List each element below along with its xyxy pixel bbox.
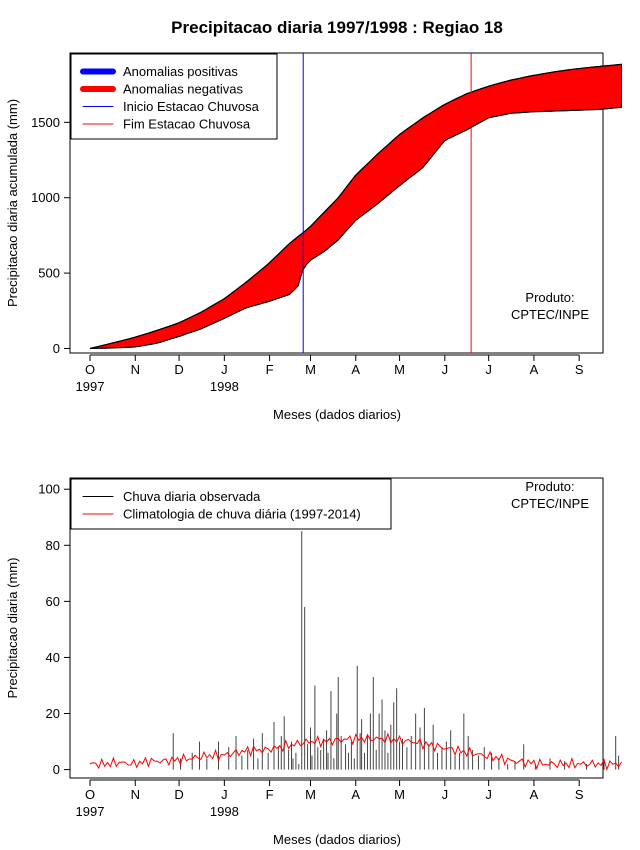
y-tick-label: 0 <box>53 762 60 777</box>
x-year-label: 1998 <box>210 804 239 819</box>
x-tick-label: J <box>442 787 449 802</box>
accumulated-plot-area: 0 500 1000 1500 O N D J F M A M J J A S 1997 1998 Anomalia… <box>31 52 622 394</box>
x-tick-label: M <box>305 362 316 377</box>
x-tick-label: J <box>221 362 228 377</box>
top-product-source: CPTEC/INPE <box>511 307 589 322</box>
bottom-x-axis-label: Meses (dados diarios) <box>273 832 401 847</box>
x-year-label: 1997 <box>76 804 105 819</box>
daily-chart: 0 20 40 60 80 100 O N D J F M A M J J A S 1997 1998 Chuva di… <box>5 477 622 847</box>
legend-label: Chuva diaria observada <box>123 489 261 504</box>
y-tick-label: 60 <box>46 594 60 609</box>
y-tick-label: 100 <box>38 482 60 497</box>
y-tick-label: 20 <box>46 706 60 721</box>
top-y-axis-label: Precipitacao diaria acumulada (mm) <box>5 99 20 307</box>
top-x-axis-label: Meses (dados diarios) <box>273 407 401 422</box>
x-tick-label: M <box>394 787 405 802</box>
y-tick-label: 1500 <box>31 115 60 130</box>
x-tick-label: J <box>221 787 228 802</box>
bottom-y-axis-label: Precipitacao diaria (mm) <box>5 558 20 699</box>
x-tick-label: F <box>266 787 274 802</box>
y-tick-label: 1000 <box>31 190 60 205</box>
x-tick-label: N <box>131 362 140 377</box>
x-tick-label: F <box>266 362 274 377</box>
y-tick-label: 40 <box>46 650 60 665</box>
legend-box <box>70 53 278 140</box>
daily-plot-area: 0 20 40 60 80 100 O N D J F M A M J J A S 1997 1998 Chuva di… <box>38 477 622 819</box>
legend-label: Anomalias positivas <box>123 64 238 79</box>
top-product-note: Produto: CPTEC/INPE <box>511 290 589 322</box>
x-year-label: 1998 <box>210 379 239 394</box>
x-tick-label: A <box>351 787 360 802</box>
observed-line <box>89 106 622 349</box>
bottom-product-label: Produto: <box>525 479 574 494</box>
y-tick-label: 500 <box>38 266 60 281</box>
accumulated-chart: Precipitacao diaria 1997/1998 : Regiao 1… <box>5 18 622 422</box>
x-tick-label: O <box>85 787 95 802</box>
legend-label: Inicio Estacao Chuvosa <box>123 99 260 114</box>
climatology-line <box>89 63 622 350</box>
legend-label: Climatologia de chuva diária (1997-2014) <box>123 507 361 522</box>
plot-frame <box>69 477 604 779</box>
legend-label: Fim Estacao Chuvosa <box>123 117 251 132</box>
top-product-label: Produto: <box>525 290 574 305</box>
x-tick-label: J <box>485 362 492 377</box>
x-tick-label: A <box>530 362 539 377</box>
x-tick-label: S <box>575 362 584 377</box>
x-tick-label: M <box>305 787 316 802</box>
x-tick-label: A <box>351 362 360 377</box>
legend-box <box>70 478 392 530</box>
x-year-label: 1997 <box>76 379 105 394</box>
x-tick-label: A <box>530 787 539 802</box>
x-tick-label: M <box>394 362 405 377</box>
x-tick-label: J <box>485 787 492 802</box>
plot-frame <box>69 52 604 354</box>
chart-title: Precipitacao diaria 1997/1998 : Regiao 1… <box>171 18 503 37</box>
x-tick-label: J <box>442 362 449 377</box>
x-tick-label: D <box>174 787 183 802</box>
legend-label: Anomalias negativas <box>123 82 243 97</box>
x-tick-label: O <box>85 362 95 377</box>
y-tick-label: 80 <box>46 538 60 553</box>
bottom-product-note: Produto: CPTEC/INPE <box>511 479 589 511</box>
x-tick-label: D <box>174 362 183 377</box>
x-tick-label: N <box>131 787 140 802</box>
y-tick-label: 0 <box>53 341 60 356</box>
climatology-line <box>89 732 622 772</box>
x-tick-label: S <box>575 787 584 802</box>
bottom-product-source: CPTEC/INPE <box>511 496 589 511</box>
